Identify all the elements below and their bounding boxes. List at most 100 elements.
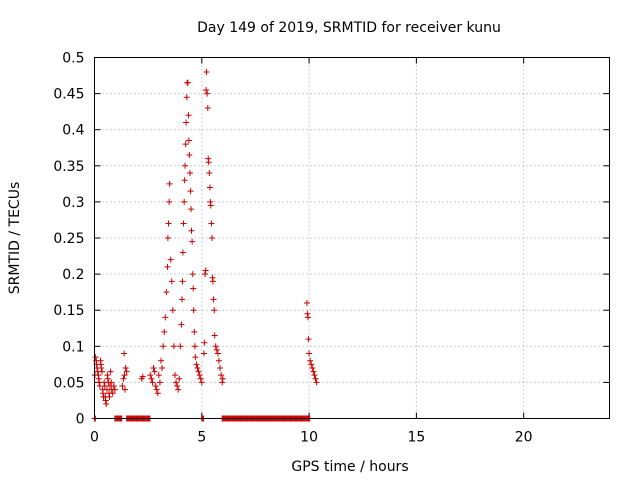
y-tick-label: 0.25	[53, 231, 84, 247]
data-point	[166, 198, 173, 205]
data-point	[192, 354, 199, 361]
data-point	[164, 263, 171, 270]
data-point	[217, 364, 224, 371]
data-point	[179, 296, 186, 303]
tick-layer: 0 0.05 0.1 0.15 0.2 0.25 0.3 0.35 0.4 0.45 0.5 0 5 10…	[53, 51, 610, 446]
data-point	[203, 86, 210, 93]
data-point	[184, 79, 191, 86]
data-point	[310, 368, 317, 375]
data-point	[169, 307, 176, 314]
data-point	[202, 271, 209, 278]
data-point	[163, 289, 170, 296]
data-point	[175, 386, 182, 393]
data-point	[166, 180, 173, 187]
data-point	[183, 94, 190, 101]
data-point	[181, 198, 188, 205]
data-point	[110, 383, 117, 390]
data-point	[189, 271, 196, 278]
data-point	[185, 137, 192, 144]
y-tick-label: 0.35	[53, 159, 84, 175]
y-tick-label: 0.5	[62, 51, 84, 67]
y-tick-label: 0.3	[62, 195, 84, 211]
data-point	[121, 350, 128, 357]
data-point	[153, 386, 160, 393]
data-point	[164, 235, 171, 241]
x-tick-label: 15	[407, 430, 425, 446]
data-point	[214, 350, 221, 357]
grid-layer	[94, 57, 610, 419]
data-point	[307, 357, 314, 364]
data-point	[171, 372, 178, 379]
data-point	[102, 397, 109, 404]
data-point	[313, 379, 320, 386]
data-point	[148, 375, 155, 382]
data-point	[190, 285, 197, 292]
plot-frame	[94, 57, 610, 419]
x-axis-title: GPS time / hours	[291, 459, 408, 475]
data-point	[173, 379, 180, 386]
x-tick-label: 10	[300, 430, 318, 446]
data-point	[304, 310, 311, 317]
data-point	[92, 354, 99, 361]
data-point	[198, 379, 205, 386]
data-point	[194, 364, 201, 371]
data-point	[191, 343, 198, 350]
data-point	[200, 350, 207, 357]
data-point	[120, 375, 127, 382]
data-point	[182, 162, 189, 169]
data-point	[189, 238, 196, 245]
data-point	[149, 379, 156, 386]
y-tick-label: 0.4	[62, 123, 84, 139]
data-point	[103, 401, 110, 408]
data-point	[181, 177, 188, 184]
data-point	[186, 151, 193, 158]
data-point	[167, 256, 174, 263]
data-point	[308, 361, 315, 368]
data-point	[161, 328, 168, 335]
data-point	[155, 372, 162, 379]
data-point	[98, 364, 105, 371]
data-point	[108, 379, 115, 386]
data-point	[309, 364, 316, 371]
data-point	[311, 372, 318, 379]
data-point	[182, 141, 189, 148]
data-point	[188, 227, 195, 234]
data-point	[209, 278, 216, 285]
data-point	[139, 373, 146, 380]
data-point	[147, 372, 154, 379]
data-point	[180, 220, 187, 227]
data-point	[206, 184, 213, 191]
data-point	[109, 390, 116, 397]
data-point	[187, 188, 194, 195]
data-point	[176, 375, 183, 382]
data-point	[159, 364, 166, 371]
data-point	[202, 267, 209, 274]
data-point	[193, 361, 200, 368]
data-point	[197, 375, 204, 382]
data-point	[218, 372, 225, 379]
data-point	[121, 386, 128, 393]
data-point	[196, 372, 203, 379]
data-point	[160, 343, 167, 350]
chart-title: Day 149 of 2019, SRMTID for receiver kun…	[197, 20, 501, 36]
data-point	[186, 170, 193, 177]
data-point	[211, 307, 218, 314]
data-point	[106, 393, 113, 400]
data-point	[209, 235, 216, 241]
data-point	[104, 375, 111, 382]
y-axis-title: SRMTID / TECUs	[7, 182, 23, 295]
data-point	[201, 339, 208, 346]
data-point	[179, 249, 186, 256]
data-point	[119, 383, 126, 390]
data-point	[151, 368, 158, 375]
data-point	[156, 379, 163, 386]
data-point	[152, 383, 159, 390]
data-point	[177, 343, 184, 350]
data-point	[179, 278, 186, 285]
y-tick-label: 0.05	[53, 375, 84, 391]
data-point	[174, 383, 181, 390]
data-point	[212, 343, 219, 350]
data-point	[213, 346, 220, 353]
data-point	[188, 206, 195, 213]
